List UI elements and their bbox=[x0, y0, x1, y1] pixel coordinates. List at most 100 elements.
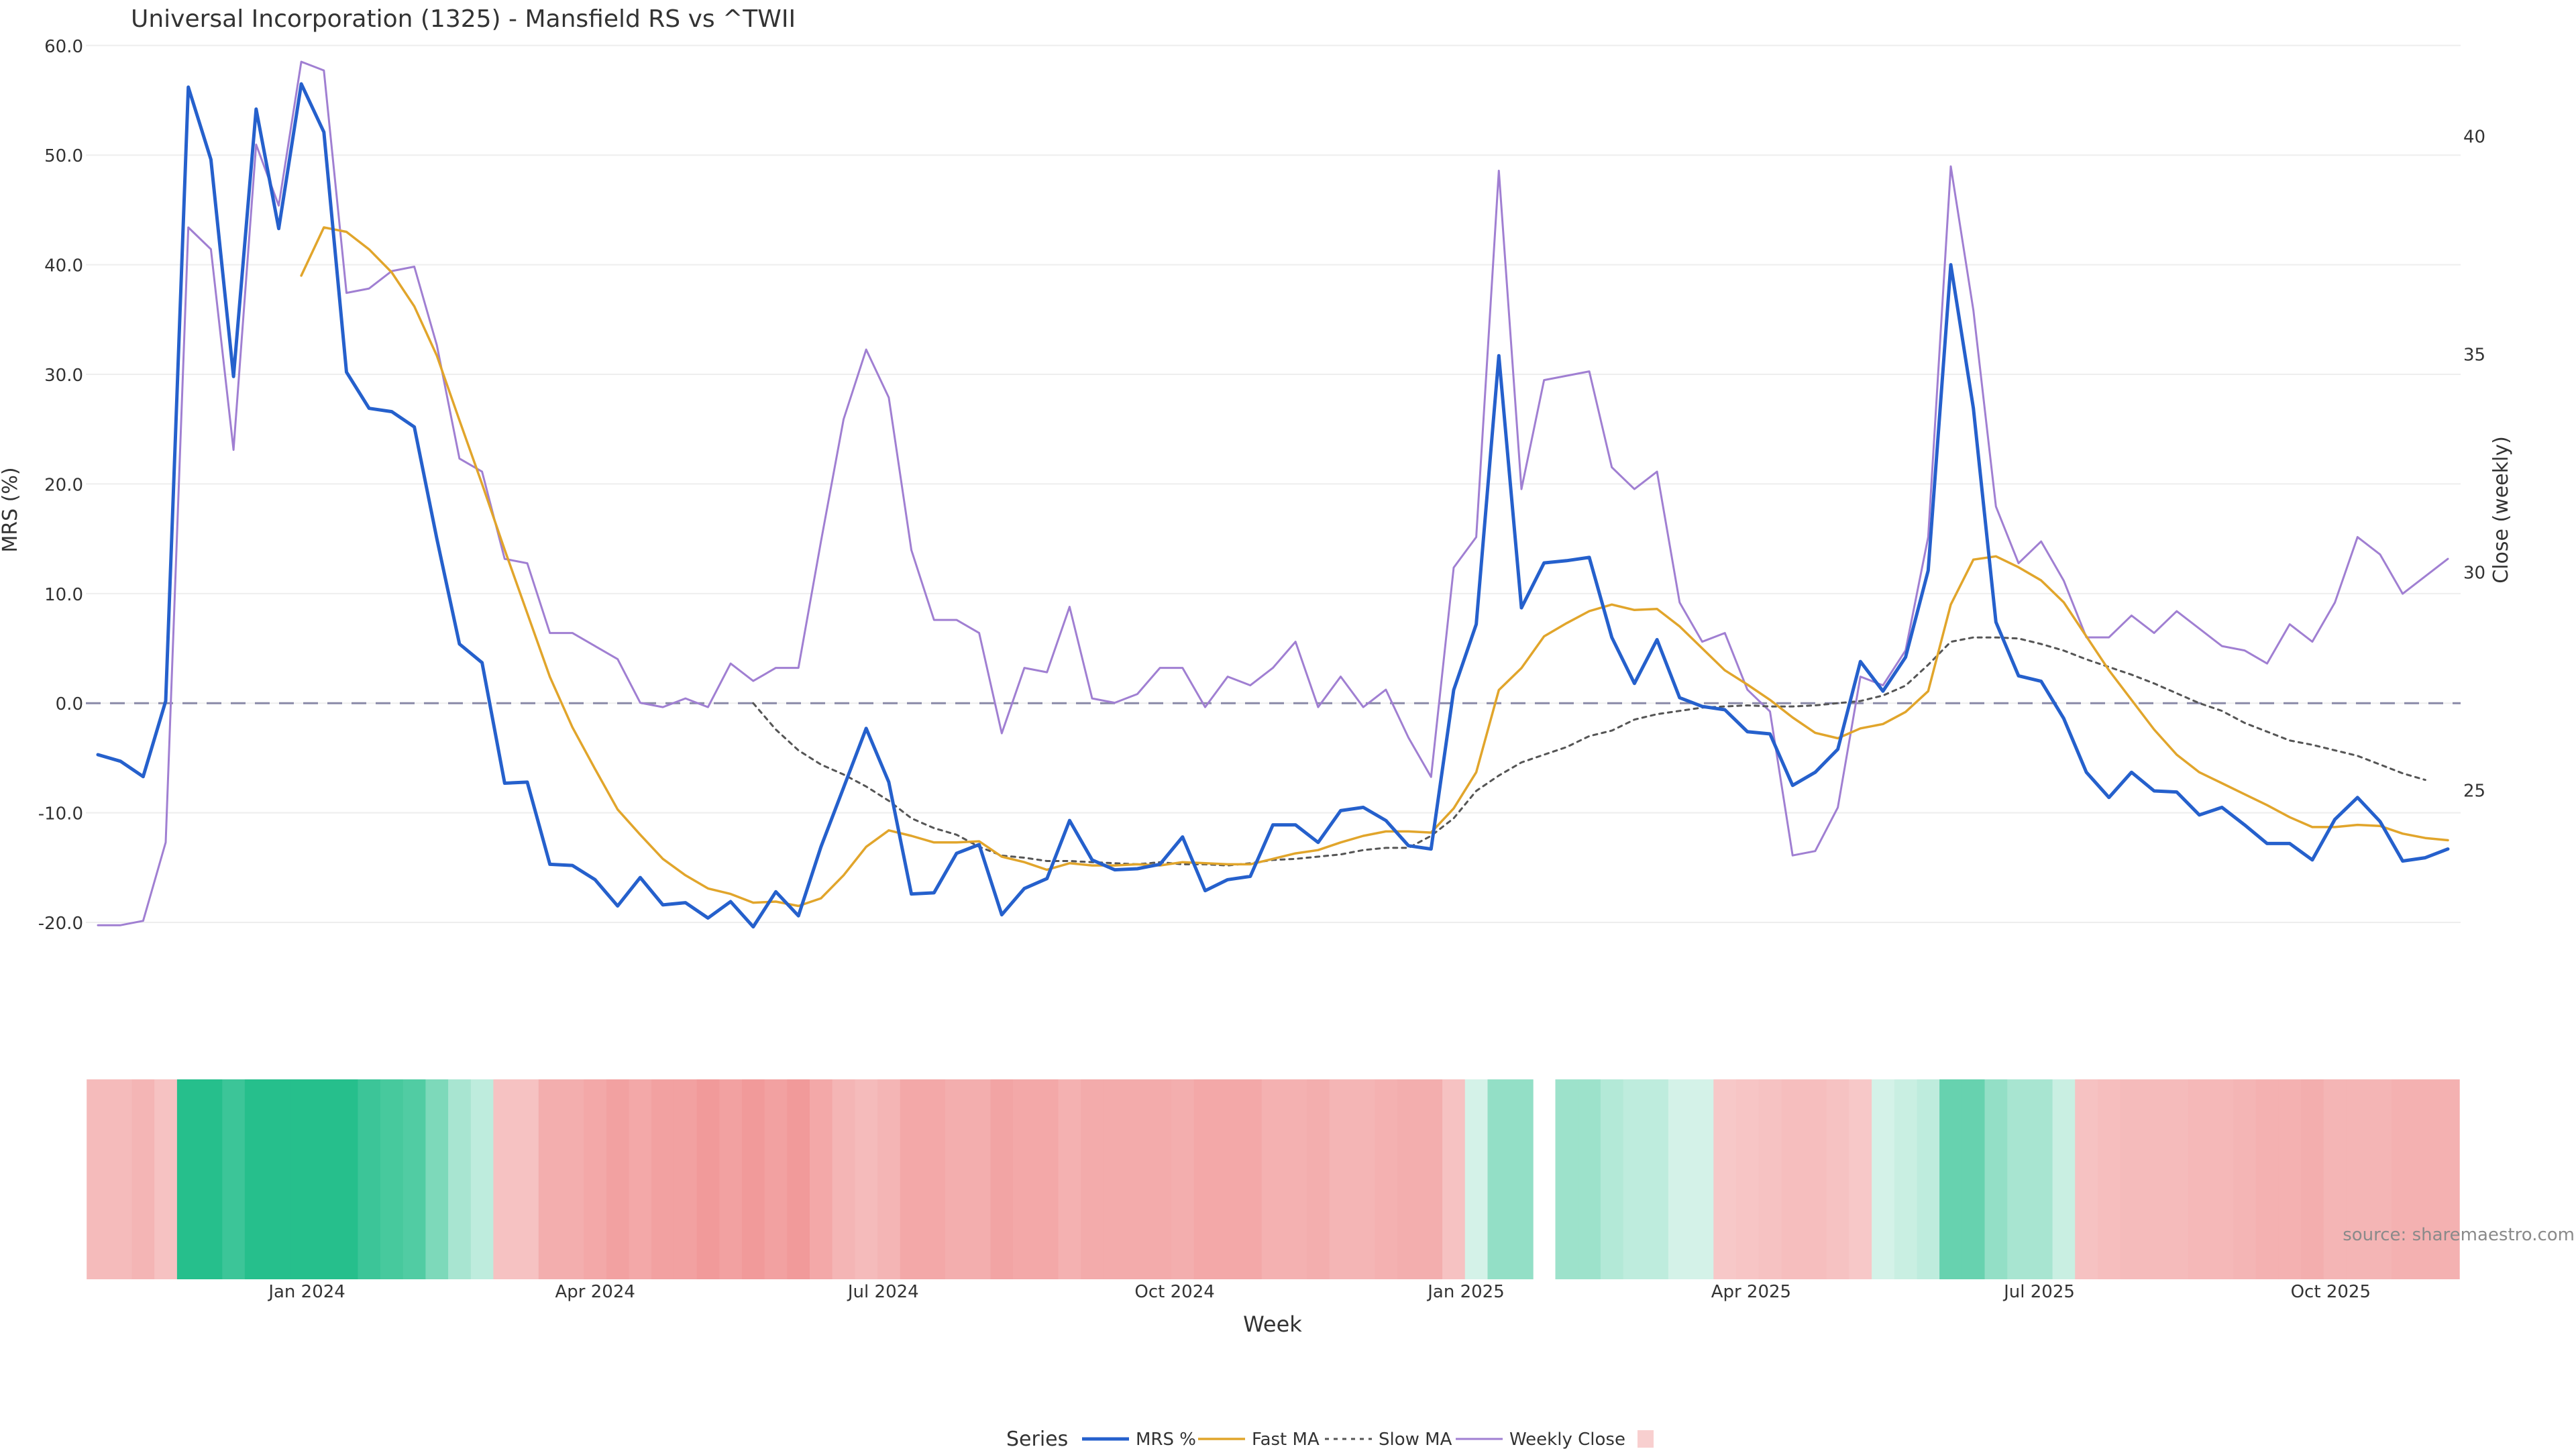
series-weekly-close-line bbox=[97, 60, 2449, 926]
series-mrs-line bbox=[96, 82, 2450, 929]
left-y-tick-label: 20.0 bbox=[44, 475, 83, 495]
heat-strip-cell bbox=[1555, 1079, 1578, 1279]
heat-strip-cell bbox=[516, 1079, 539, 1279]
right-y-axis: 40 35 30 25 bbox=[2463, 127, 2485, 802]
left-y-tick-label: 0.0 bbox=[56, 694, 83, 714]
heat-strip-cell bbox=[855, 1079, 878, 1279]
legend-strip-swatch bbox=[1638, 1430, 1654, 1448]
heat-strip-cell bbox=[1058, 1079, 1081, 1279]
heat-strip-cell bbox=[1171, 1079, 1195, 1279]
heat-strip-cell bbox=[2369, 1079, 2392, 1279]
heat-strip-cell bbox=[2210, 1079, 2234, 1279]
legend-entry-label: Weekly Close bbox=[1509, 1430, 1625, 1449]
heat-strip-cell bbox=[651, 1079, 675, 1279]
heat-strip-cell bbox=[922, 1079, 946, 1279]
mrs-heat-strip bbox=[87, 1079, 2460, 1279]
heat-strip-cell bbox=[1464, 1079, 1489, 1279]
heat-strip-cell bbox=[2255, 1079, 2279, 1279]
heat-strip-cell bbox=[1375, 1079, 1398, 1279]
left-y-axis-label: MRS (%) bbox=[0, 467, 22, 552]
heat-strip-cell bbox=[493, 1079, 517, 1279]
heat-strip-cell bbox=[2414, 1079, 2437, 1279]
heat-strip-cell bbox=[2278, 1079, 2302, 1279]
heat-strip-cell bbox=[1216, 1079, 1240, 1279]
heat-strip-cell bbox=[877, 1079, 901, 1279]
heat-strip-cell bbox=[244, 1079, 268, 1279]
heat-strip-cell bbox=[719, 1079, 743, 1279]
heat-strip-cell bbox=[1397, 1079, 1421, 1279]
left-y-axis: 60.0 50.0 40.0 30.0 20.0 10.0 0.0 -10.0 -20.0 bbox=[38, 37, 83, 934]
heat-strip-cell bbox=[945, 1079, 969, 1279]
heat-strip-cell bbox=[1578, 1079, 1601, 1279]
heat-strip-cell bbox=[1690, 1079, 1715, 1279]
heat-strip-cell bbox=[764, 1079, 788, 1279]
heat-strip-cell bbox=[2075, 1079, 2098, 1279]
heat-strip-cell bbox=[425, 1079, 449, 1279]
x-tick-label: Jan 2025 bbox=[1426, 1282, 1505, 1302]
legend-entry-label: Slow MA bbox=[1379, 1430, 1452, 1449]
source-label: source: sharemaestro.com bbox=[2343, 1225, 2575, 1245]
heat-strip-cell bbox=[967, 1079, 991, 1279]
heat-strip-cell bbox=[199, 1079, 223, 1279]
heat-strip-cell bbox=[313, 1079, 336, 1279]
left-y-tick-label: -10.0 bbox=[38, 804, 83, 824]
heat-strip-cell bbox=[1261, 1079, 1285, 1279]
heat-strip-cell bbox=[1917, 1079, 1940, 1279]
heat-strip-cell bbox=[1804, 1079, 1827, 1279]
heat-strip-cell bbox=[1148, 1079, 1172, 1279]
heat-strip-cell bbox=[2052, 1079, 2076, 1279]
heat-strip-cell bbox=[1013, 1079, 1036, 1279]
heat-strip-cell bbox=[2233, 1079, 2257, 1279]
heat-strip-cell bbox=[606, 1079, 630, 1279]
right-y-tick-label: 30 bbox=[2463, 564, 2485, 584]
x-tick-label: Jul 2025 bbox=[2002, 1282, 2075, 1302]
heat-strip-cell bbox=[1329, 1079, 1353, 1279]
legend-entry-label: Fast MA bbox=[1252, 1430, 1320, 1449]
left-y-tick-label: 40.0 bbox=[44, 256, 83, 276]
heat-strip-cell bbox=[1035, 1079, 1059, 1279]
x-tick-label: Jul 2024 bbox=[847, 1282, 919, 1302]
x-axis: Jan 2024 Apr 2024 Jul 2024 Oct 2024 Jan 2025… bbox=[267, 1282, 2371, 1302]
heat-strip-cell bbox=[1668, 1079, 1692, 1279]
heat-strip-cell bbox=[1826, 1079, 1850, 1279]
heat-strip-cell bbox=[1984, 1079, 2008, 1279]
left-y-tick-label: 30.0 bbox=[44, 366, 83, 386]
heat-strip-cell bbox=[1939, 1079, 1963, 1279]
heat-strip-cell bbox=[900, 1079, 924, 1279]
heat-strip-cell bbox=[561, 1079, 584, 1279]
heat-strip-cell bbox=[267, 1079, 291, 1279]
heat-strip-cell bbox=[2029, 1079, 2053, 1279]
heat-strip-cell bbox=[131, 1079, 155, 1279]
heat-strip-cell bbox=[2097, 1079, 2121, 1279]
series-slow-ma-line bbox=[752, 636, 2426, 867]
x-axis-label: Week bbox=[1243, 1311, 1302, 1337]
heat-strip-cell bbox=[742, 1079, 765, 1279]
left-y-tick-label: 50.0 bbox=[44, 146, 83, 166]
heat-strip-cell bbox=[787, 1079, 810, 1279]
heat-strip-cell bbox=[222, 1079, 246, 1279]
heat-strip-cell bbox=[1600, 1079, 1624, 1279]
legend: Series MRS % Fast MA Slow MA Weekly Close bbox=[1006, 1428, 1654, 1449]
heat-strip-cell bbox=[2143, 1079, 2166, 1279]
heat-strip-cell bbox=[1239, 1079, 1263, 1279]
heat-strip-cell bbox=[176, 1079, 201, 1279]
heat-strip-cell bbox=[470, 1079, 494, 1279]
heat-strip-cell bbox=[832, 1079, 856, 1279]
heat-strip-cell bbox=[2120, 1079, 2144, 1279]
heat-strip-cell bbox=[448, 1079, 472, 1279]
heat-strip-cell bbox=[1284, 1079, 1307, 1279]
heat-strip-cell bbox=[1758, 1079, 1782, 1279]
series-fast-ma-line bbox=[300, 226, 2449, 908]
heat-strip-cell bbox=[2007, 1079, 2031, 1279]
right-y-axis-label: Close (weekly) bbox=[2489, 436, 2513, 584]
heat-strip-cell bbox=[109, 1079, 133, 1279]
heat-strip-cell bbox=[1352, 1079, 1375, 1279]
heat-strip-cell bbox=[2391, 1079, 2415, 1279]
heat-strip-cell bbox=[1419, 1079, 1443, 1279]
x-tick-label: Apr 2024 bbox=[555, 1282, 635, 1302]
heat-strip-cell bbox=[1646, 1079, 1669, 1279]
series-layer bbox=[96, 60, 2450, 929]
heat-strip-cell bbox=[1736, 1079, 1760, 1279]
heat-strip-cell bbox=[2436, 1079, 2460, 1279]
